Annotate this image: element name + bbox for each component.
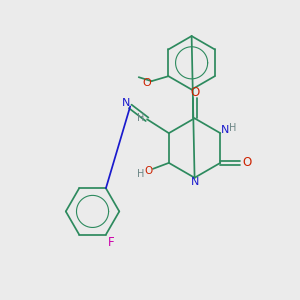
- Text: O: O: [142, 78, 151, 88]
- Text: O: O: [190, 86, 199, 99]
- Text: N: N: [190, 177, 199, 187]
- Text: O: O: [144, 166, 152, 176]
- Text: N: N: [221, 125, 230, 135]
- Text: H: H: [137, 113, 145, 123]
- Text: H: H: [229, 123, 236, 133]
- Text: O: O: [242, 156, 252, 170]
- Text: H: H: [137, 169, 145, 179]
- Text: F: F: [108, 236, 114, 249]
- Text: N: N: [122, 98, 130, 108]
